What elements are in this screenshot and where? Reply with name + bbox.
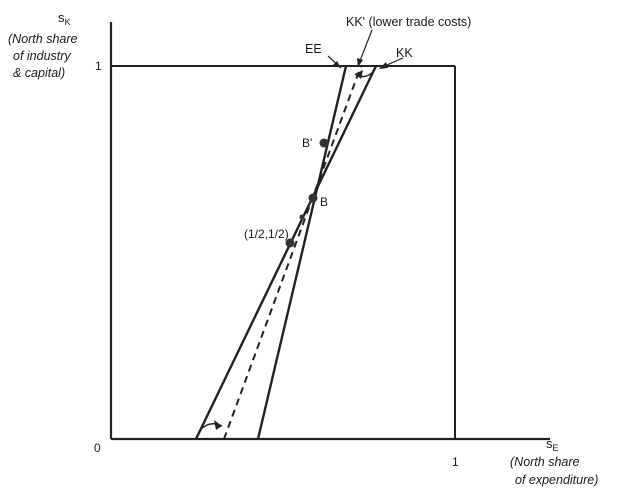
- x-axis-symbol: sE: [546, 436, 559, 453]
- x-axis-caption-line-2: of expenditure): [515, 473, 598, 487]
- point-b-prime: [319, 138, 329, 148]
- kk-prime-pointer-head: [357, 58, 363, 67]
- y-axis-caption-line-2: of industry: [13, 49, 71, 63]
- ee-label: EE: [305, 42, 322, 56]
- origin-label: 0: [94, 441, 101, 455]
- kk-prime-line: [223, 65, 362, 440]
- point-symmetric-label: (1/2,1/2): [244, 227, 289, 241]
- point-marker-dot: [299, 214, 305, 220]
- y-axis-caption-line-1: (North share: [8, 32, 78, 46]
- kk-line: [194, 65, 378, 440]
- point-symmetric: [285, 238, 295, 248]
- y-axis-symbol: sK: [58, 10, 71, 27]
- rotation-arrowhead-bottom: [214, 420, 222, 430]
- kk-label: KK: [396, 46, 413, 60]
- point-b: [308, 193, 318, 203]
- y-tick-one: 1: [95, 59, 102, 73]
- x-axis-caption-line-1: (North share: [510, 455, 580, 469]
- point-b-label: B: [320, 195, 328, 209]
- point-b-prime-label: B': [302, 136, 312, 150]
- kk-prime-label: KK' (lower trade costs): [346, 15, 471, 29]
- rotation-arrowhead-top: [355, 70, 363, 79]
- ee-pointer-head: [333, 61, 341, 68]
- x-tick-one: 1: [452, 455, 459, 469]
- y-axis-caption-line-3: & capital): [13, 66, 65, 80]
- kk-pointer-head: [379, 62, 388, 69]
- ee-line: [256, 65, 348, 440]
